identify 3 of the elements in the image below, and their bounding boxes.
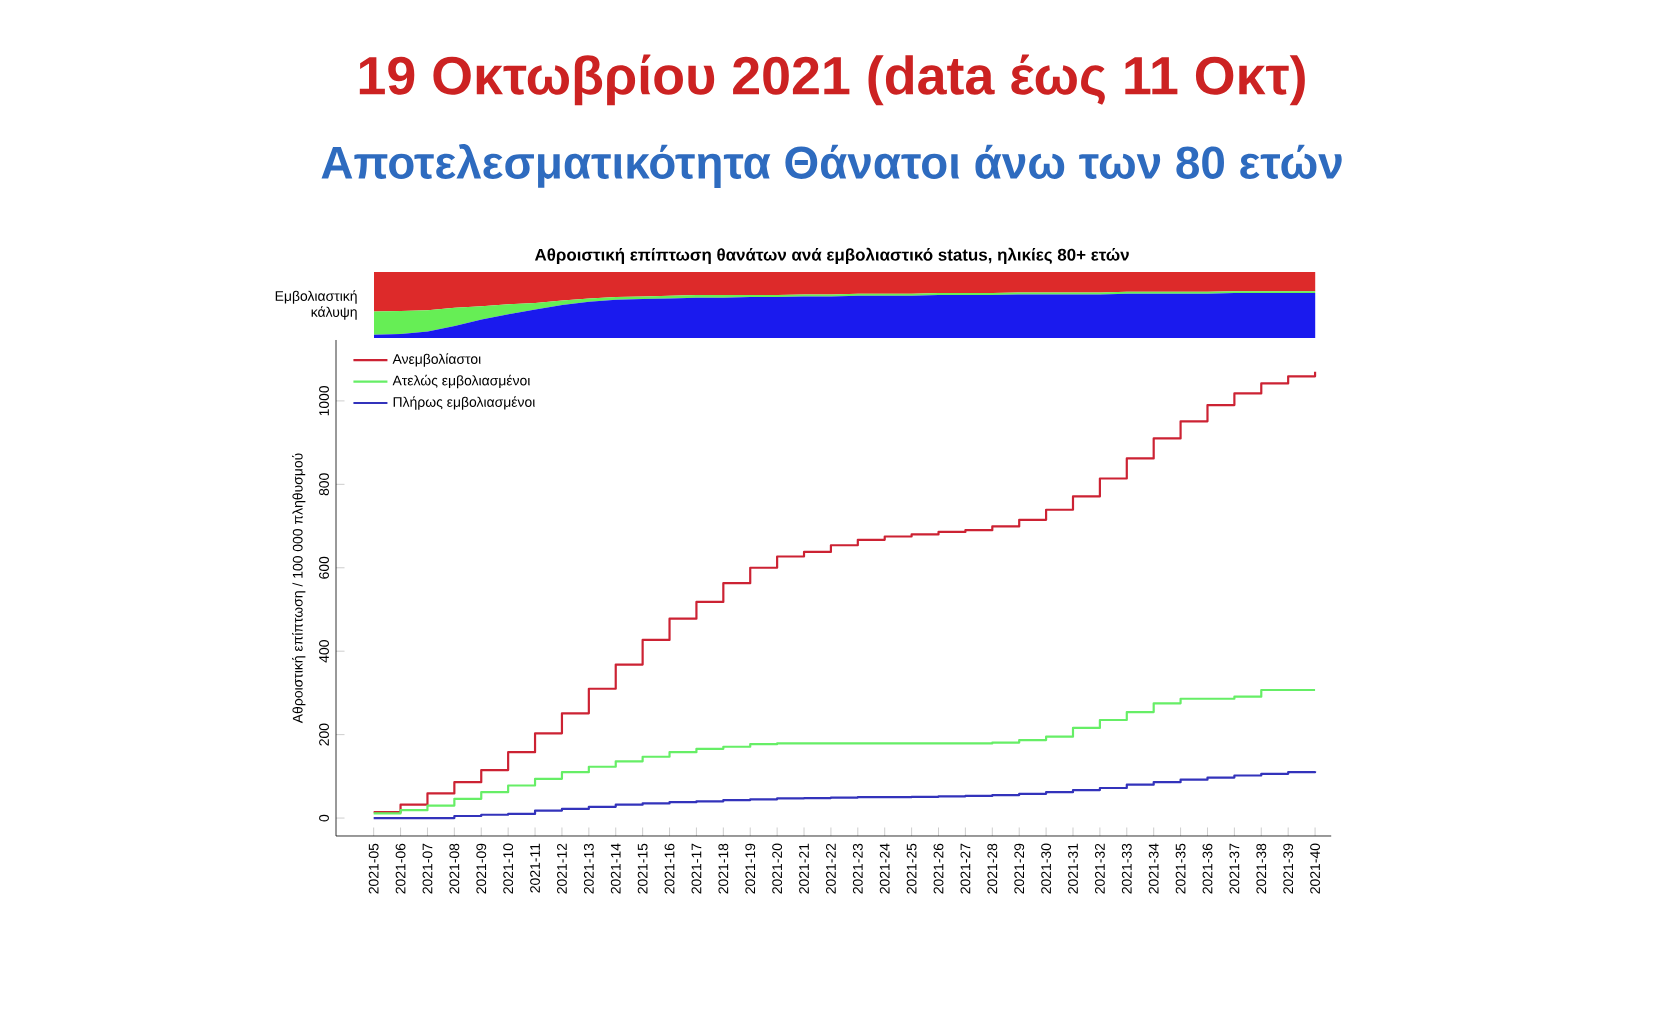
chart-title: 19 Οκτωβρίου 2021 (data έως 11 Οκτ) [359,54,1305,106]
text: Αθροιστική επίπτωση θανάτων ανά εμβολιαστικό status, ηλικίες 80+ ετών [534,247,1129,265]
chart-subtitle: Αποτελεσματικότητα Θάνατοι άνω των 80 ετών [321,144,1342,188]
